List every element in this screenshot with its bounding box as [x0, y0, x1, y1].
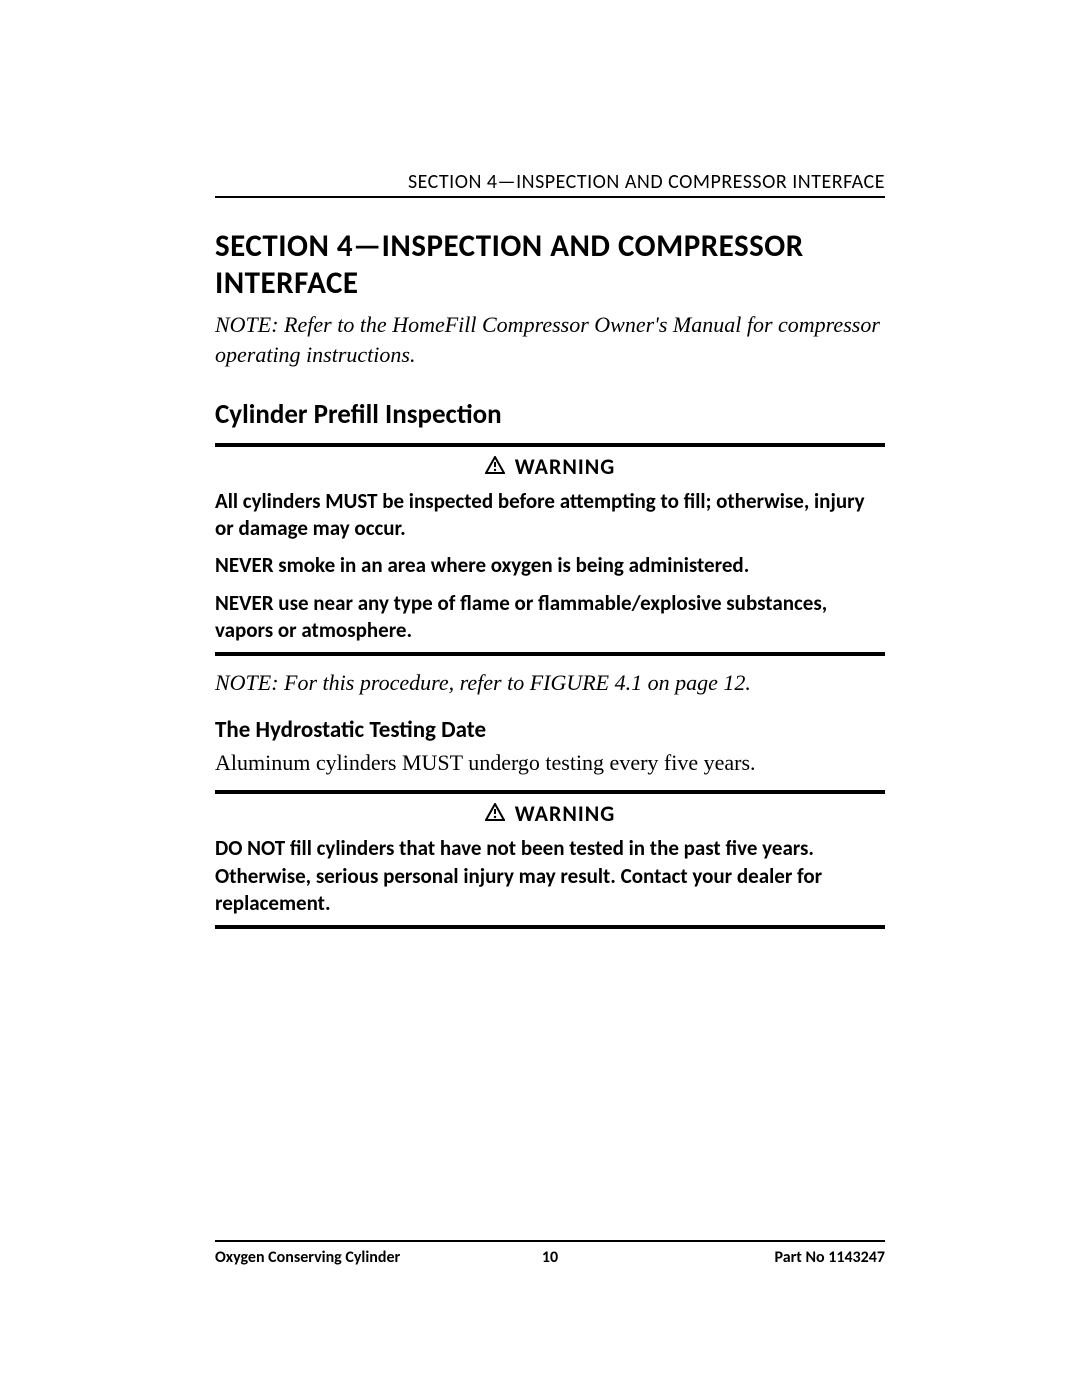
- warning-2-para-1: DO NOT fill cylinders that have not been…: [215, 835, 885, 917]
- warning-triangle-icon: [485, 453, 505, 480]
- warning-1-para-3: NEVER use near any type of flame or flam…: [215, 590, 885, 645]
- page-footer: Oxygen Conserving Cylinder 10 Part No 11…: [215, 1240, 885, 1267]
- warning-header-2: WARNING: [215, 800, 885, 827]
- footer-right: Part No 1143247: [775, 1248, 885, 1267]
- warning-triangle-icon: [485, 800, 505, 827]
- warning-1-para-1: All cylinders MUST be inspected before a…: [215, 488, 885, 543]
- warning-header-1: WARNING: [215, 453, 885, 480]
- body-text-1: Aluminum cylinders MUST undergo testing …: [215, 750, 885, 776]
- page-content: SECTION 4—INSPECTION AND COMPRESSOR INTE…: [0, 0, 1080, 929]
- warning-box-1: WARNING All cylinders MUST be inspected …: [215, 443, 885, 656]
- note-1: NOTE: Refer to the HomeFill Compressor O…: [215, 310, 885, 369]
- footer-left: Oxygen Conserving Cylinder: [215, 1248, 400, 1267]
- warning-label-1: WARNING: [515, 453, 616, 480]
- running-header: SECTION 4—INSPECTION AND COMPRESSOR INTE…: [215, 170, 885, 198]
- sub-heading: The Hydrostatic Testing Date: [215, 716, 885, 744]
- warning-label-2: WARNING: [515, 800, 616, 827]
- note-2: NOTE: For this procedure, refer to FIGUR…: [215, 670, 885, 696]
- warning-box-2: WARNING DO NOT fill cylinders that have …: [215, 790, 885, 929]
- section-title: SECTION 4—INSPECTION AND COMPRESSOR INTE…: [215, 228, 885, 302]
- subsection-title: Cylinder Prefill Inspection: [215, 398, 885, 431]
- warning-1-para-2: NEVER smoke in an area where oxygen is b…: [215, 552, 885, 579]
- footer-page-number: 10: [542, 1248, 558, 1267]
